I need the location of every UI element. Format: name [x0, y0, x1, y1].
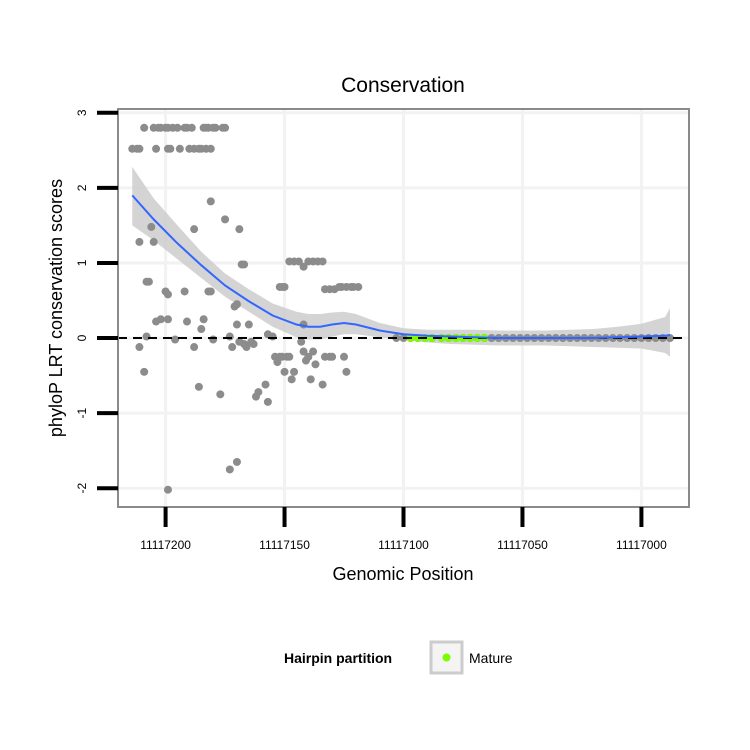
data-point [318, 257, 327, 266]
legend-label-mature: Mature [469, 650, 513, 666]
data-point [280, 282, 289, 291]
data-point [171, 335, 180, 344]
data-point [216, 390, 225, 399]
data-point [173, 123, 182, 132]
x-tick-label: 11117200 [140, 538, 191, 552]
data-point [225, 465, 234, 474]
data-point [149, 237, 158, 246]
data-point [182, 317, 191, 326]
y-tick-label: 1 [75, 259, 89, 266]
data-point [163, 290, 172, 299]
data-point [306, 375, 315, 384]
data-point [221, 123, 230, 132]
data-point [194, 382, 203, 391]
data-point [163, 485, 172, 494]
data-point [299, 347, 308, 356]
y-tick-label: -2 [75, 483, 89, 494]
data-point [140, 123, 149, 132]
legend: Hairpin partition Mature [284, 640, 513, 675]
data-point [187, 123, 196, 132]
data-point [232, 457, 241, 466]
data-point [232, 300, 241, 309]
data-point [190, 225, 199, 234]
data-point [290, 367, 299, 376]
data-point [294, 257, 303, 266]
data-point [242, 343, 251, 352]
chart-title: Conservation [341, 74, 465, 97]
data-point [190, 343, 199, 352]
confidence-ribbon [132, 166, 670, 357]
x-tick-label: 11117000 [616, 538, 667, 552]
data-point [142, 277, 151, 286]
data-point [261, 380, 270, 389]
data-point [244, 320, 253, 329]
x-axis: 11117200 11117150 11117100 11117050 11117000 [140, 507, 667, 552]
data-point [354, 282, 363, 291]
x-tick-label: 11117100 [378, 538, 429, 552]
data-point [221, 215, 230, 224]
legend-mature-icon [442, 653, 451, 662]
smooth-layer [131, 194, 671, 340]
legend-key [429, 640, 464, 675]
data-point [249, 340, 258, 349]
data-point [140, 367, 149, 376]
data-point [299, 262, 308, 271]
y-tick-label: 0 [75, 334, 89, 341]
data-point [206, 197, 215, 206]
data-point [342, 367, 351, 376]
data-point [135, 237, 144, 246]
data-point [340, 352, 349, 361]
data-point [287, 375, 296, 384]
smooth-line [131, 194, 671, 340]
data-point [199, 315, 208, 324]
y-tick-label: 3 [75, 109, 89, 116]
data-point [280, 367, 289, 376]
data-point [211, 123, 220, 132]
data-point [254, 388, 263, 397]
data-point [180, 287, 189, 296]
data-point [142, 332, 151, 341]
data-point [175, 144, 184, 153]
legend-title: Hairpin partition [284, 650, 392, 666]
data-point [197, 325, 206, 334]
data-point [263, 397, 272, 406]
data-point [228, 343, 237, 352]
data-point [152, 144, 161, 153]
y-tick-label: 2 [75, 184, 89, 191]
y-axis-title: phyloP LRT conservation scores [46, 179, 66, 437]
data-point [166, 144, 175, 153]
data-point [232, 320, 241, 329]
data-point [297, 337, 306, 346]
data-point [235, 225, 244, 234]
y-axis: -2 -1 0 1 2 3 [75, 109, 118, 494]
y-tick-label: -1 [75, 407, 89, 418]
data-point [268, 332, 277, 341]
data-point [304, 352, 313, 361]
data-point [206, 287, 215, 296]
data-point [225, 332, 234, 341]
x-tick-label: 11117050 [497, 538, 548, 552]
data-point [163, 315, 172, 324]
data-point [135, 343, 144, 352]
x-axis-title: Genomic Position [332, 564, 473, 584]
data-point [328, 352, 337, 361]
data-point [206, 144, 215, 153]
data-point [147, 222, 156, 231]
data-point [135, 144, 144, 153]
data-point [311, 360, 320, 369]
x-tick-label: 11117150 [259, 538, 310, 552]
confidence-ribbon-layer [132, 166, 670, 357]
data-point [285, 352, 294, 361]
data-point [240, 260, 249, 269]
data-point [209, 335, 218, 344]
data-point [309, 347, 318, 356]
data-point [156, 315, 165, 324]
data-point [318, 380, 327, 389]
